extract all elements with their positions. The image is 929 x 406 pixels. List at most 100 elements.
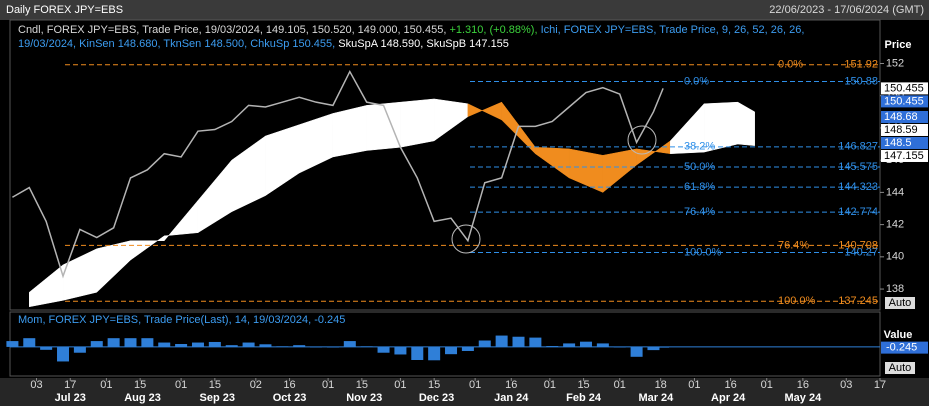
cloud-segment xyxy=(737,101,755,146)
price-tag xyxy=(881,110,928,123)
date-range: 22/06/2023 - 17/06/2024 (GMT) xyxy=(769,4,924,16)
month-label: Apr 24 xyxy=(711,392,746,404)
momentum-bar xyxy=(90,341,103,347)
x-tick-label: 15 xyxy=(428,379,440,391)
x-tick-label: 16 xyxy=(283,379,295,391)
price-tag-label: 148.59 xyxy=(884,124,918,136)
fib-price: 151.92 xyxy=(844,59,878,71)
fib-price: 140.708 xyxy=(838,239,878,251)
month-label: Oct 23 xyxy=(273,392,307,404)
x-tick-label: 01 xyxy=(544,379,556,391)
x-tick-label: 01 xyxy=(394,379,406,391)
month-label: Aug 23 xyxy=(124,392,161,404)
auto-button[interactable] xyxy=(885,297,915,309)
value-tag xyxy=(881,341,928,354)
x-tick-label: 15 xyxy=(356,379,368,391)
x-tick-label: 03 xyxy=(840,379,852,391)
momentum-bar xyxy=(107,338,120,347)
momentum-bar xyxy=(141,338,154,347)
x-tick-label: 17 xyxy=(64,379,76,391)
legend-ichi-values: 19/03/2024, KinSen 148.680, TknSen 148.5… xyxy=(18,38,335,50)
fib-percent: 0.0% xyxy=(684,75,709,87)
title-bar xyxy=(0,0,929,20)
month-label: Jul 23 xyxy=(55,392,86,404)
month-label: Nov 23 xyxy=(346,392,382,404)
legend-spans: SkuSpA 148.590, SkuSpB 147.155 xyxy=(338,38,509,50)
fib-price: 137.245 xyxy=(838,295,878,307)
price-axis-label: Price xyxy=(885,39,912,51)
momentum-bar xyxy=(124,338,137,347)
momentum-bar xyxy=(73,346,86,353)
annotation-circle xyxy=(627,125,657,155)
auto-button-label[interactable]: Auto xyxy=(889,362,912,374)
x-tick-label: 02 xyxy=(250,379,262,391)
momentum-bar xyxy=(191,342,204,347)
legend-price: Cndl, FOREX JPY=EBS, Trade Price, 19/03/… xyxy=(18,24,446,36)
month-label: Dec 23 xyxy=(419,392,454,404)
momentum-bar xyxy=(478,340,491,347)
momentum-bar xyxy=(657,346,670,348)
price-tag-label: 148.68 xyxy=(884,111,918,123)
momentum-bar xyxy=(630,346,643,357)
x-tick-label: 01 xyxy=(322,379,334,391)
momentum-bar xyxy=(40,346,53,350)
x-tick-label: 01 xyxy=(688,379,700,391)
momentum-bar xyxy=(512,336,525,347)
x-tick-label: 03 xyxy=(30,379,42,391)
momentum-bar xyxy=(529,337,542,347)
x-tick-label: 01 xyxy=(175,379,187,391)
annotation-circle xyxy=(451,224,481,254)
value-tag-label: -0.245 xyxy=(886,342,917,354)
x-tick-label: 01 xyxy=(469,379,481,391)
x-tick-label: 17 xyxy=(874,379,886,391)
momentum-legend: Mom, FOREX JPY=EBS, Trade Price(Last), 1… xyxy=(18,314,345,326)
fib-percent: 100.0% xyxy=(778,295,816,307)
cloud-segment xyxy=(400,98,435,148)
fib-percent: 61.8% xyxy=(684,181,715,193)
x-tick-label: 15 xyxy=(577,379,589,391)
fib-percent: 76.4% xyxy=(684,206,715,218)
price-tag-label: 150.455 xyxy=(884,82,924,94)
momentum-bar xyxy=(495,335,508,347)
legend-ichi: Ichi, FOREX JPY=EBS, Trade Price, 9, 26,… xyxy=(541,24,805,36)
price-tag xyxy=(881,149,928,162)
cloud-segment xyxy=(366,101,401,151)
price-tag-label: 147.155 xyxy=(884,150,924,162)
auto-button[interactable] xyxy=(885,362,915,374)
y-tick-label: 144 xyxy=(886,186,904,198)
momentum-bar xyxy=(428,346,441,361)
y-tick-label: 142 xyxy=(886,219,904,231)
momentum-bar xyxy=(563,343,576,347)
month-label: Sep 23 xyxy=(200,392,235,404)
momentum-bar xyxy=(259,344,272,347)
legend-line: Cndl, FOREX JPY=EBS, Trade Price, 19/03/… xyxy=(18,24,804,36)
momentum-bar xyxy=(394,346,407,355)
price-tag-label: 150.455 xyxy=(884,95,924,107)
x-tick-label: 15 xyxy=(209,379,221,391)
momentum-bar xyxy=(293,345,306,347)
auto-button-label[interactable]: Auto xyxy=(889,297,912,309)
price-tag xyxy=(881,123,928,136)
month-label: Feb 24 xyxy=(566,392,602,404)
fib-percent: 100.0% xyxy=(684,246,722,258)
x-tick-label: 01 xyxy=(761,379,773,391)
fib-price: 144.323 xyxy=(838,181,878,193)
momentum-bar xyxy=(326,346,339,348)
momentum-bar xyxy=(242,342,255,347)
month-label: Mar 24 xyxy=(638,392,674,404)
legend-line: 19/03/2024, KinSen 148.680, TknSen 148.5… xyxy=(18,38,509,50)
fib-price: 140.27 xyxy=(844,246,878,258)
momentum-bar xyxy=(23,338,36,347)
fib-percent: 38.2% xyxy=(684,141,715,153)
price-tag-label: 148.5 xyxy=(884,137,912,149)
x-tick-label: 18 xyxy=(655,379,667,391)
momentum-bar xyxy=(158,342,171,347)
momentum-bar xyxy=(57,346,70,362)
fib-price: 146.827 xyxy=(838,141,878,153)
month-label: May 24 xyxy=(785,392,823,404)
momentum-bar xyxy=(579,341,592,347)
momentum-bar xyxy=(647,346,660,351)
value-axis-label: Value xyxy=(884,329,913,341)
